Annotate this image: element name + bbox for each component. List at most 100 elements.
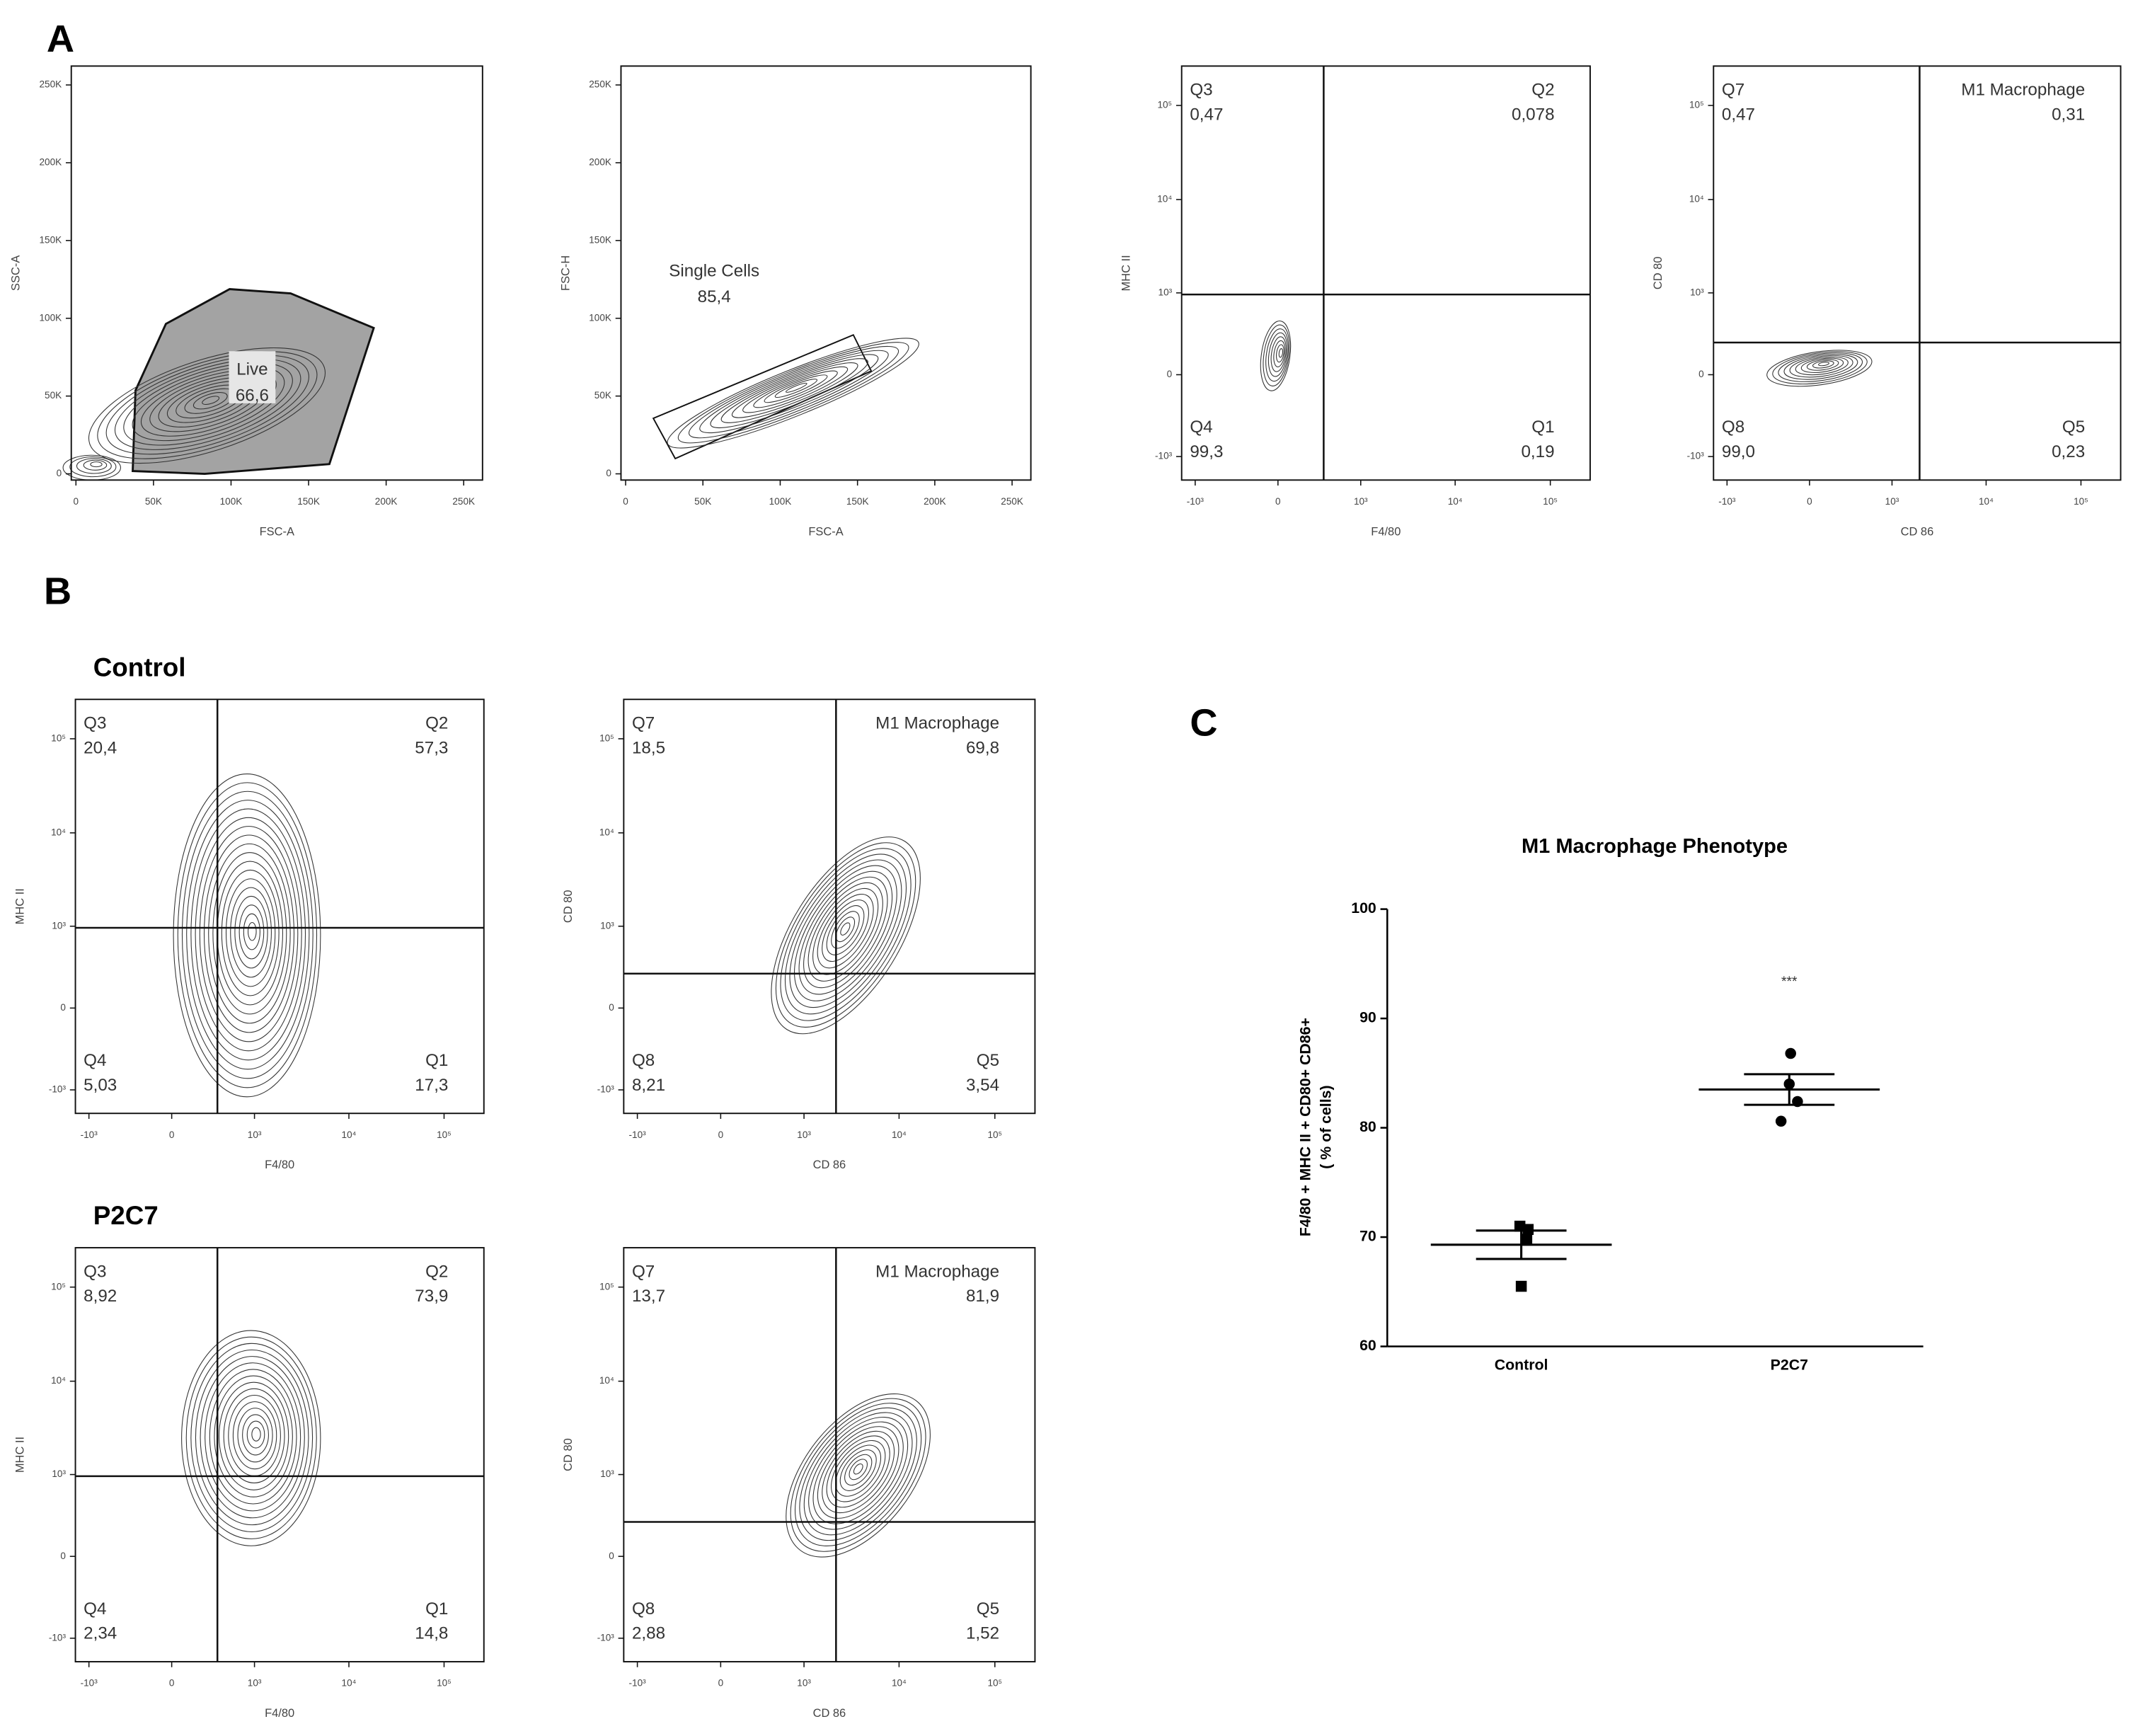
contour bbox=[69, 456, 117, 478]
quadrant-percent: 13,7 bbox=[632, 1287, 665, 1306]
quadrant-name: M1 Macrophage bbox=[1961, 81, 2085, 100]
x-tick-label: P2C7 bbox=[1771, 1356, 1808, 1373]
quadrant-percent: 2,34 bbox=[84, 1624, 117, 1643]
contour bbox=[753, 370, 838, 408]
x-tick-label: 0 bbox=[74, 496, 79, 507]
y-axis-label: CD 80 bbox=[1652, 257, 1665, 290]
contour bbox=[784, 853, 907, 1015]
panel-label: A bbox=[47, 18, 74, 60]
x-tick-label: -10³ bbox=[1187, 496, 1205, 507]
quadrant-percent: 81,9 bbox=[966, 1287, 999, 1306]
contour bbox=[1789, 355, 1853, 378]
group-label: P2C7 bbox=[93, 1201, 159, 1230]
x-tick-label: -10³ bbox=[1718, 496, 1736, 507]
contour bbox=[775, 842, 916, 1028]
contour bbox=[835, 1444, 882, 1497]
quadrant-name: Q3 bbox=[1190, 81, 1212, 100]
quadrant-percent: 17,3 bbox=[415, 1076, 448, 1095]
contour bbox=[803, 1412, 913, 1536]
contour bbox=[786, 1393, 931, 1558]
x-tick-label: 0 bbox=[1275, 496, 1281, 507]
quadrant-name: Q5 bbox=[2062, 418, 2085, 437]
y-tick-label: 10⁵ bbox=[1689, 100, 1704, 110]
quadrant-name: Q3 bbox=[84, 1262, 106, 1281]
contour bbox=[83, 459, 108, 471]
quadrant-name: Q2 bbox=[425, 1262, 448, 1281]
contour bbox=[214, 1375, 293, 1498]
x-tick-label: 10³ bbox=[1885, 496, 1899, 507]
x-tick-label: 10⁴ bbox=[1979, 496, 1994, 507]
contour bbox=[667, 338, 919, 449]
point bbox=[1783, 1079, 1795, 1090]
contour bbox=[234, 895, 268, 969]
contour bbox=[1800, 357, 1844, 373]
y-tick-label: 200K bbox=[589, 157, 611, 168]
y-tick-label: 0 bbox=[60, 1002, 66, 1013]
contour bbox=[844, 1454, 873, 1486]
contour bbox=[173, 774, 321, 1098]
contour bbox=[190, 808, 306, 1061]
significance: *** bbox=[1781, 974, 1798, 989]
contour bbox=[840, 922, 851, 936]
x-tick-label: 10⁵ bbox=[437, 1678, 452, 1689]
contour bbox=[799, 1407, 917, 1541]
contour bbox=[251, 1427, 261, 1442]
y-tick-label: -10³ bbox=[49, 1084, 67, 1095]
contour bbox=[181, 1330, 321, 1546]
plot-frame bbox=[74, 1247, 485, 1663]
x-tick-label: 200K bbox=[375, 496, 398, 507]
quadrant-percent: 0,47 bbox=[1190, 105, 1223, 124]
y-axis-label: MHC II bbox=[1120, 255, 1133, 291]
x-tick-label: 10⁴ bbox=[1448, 496, 1463, 507]
quadrant-percent: 3,54 bbox=[966, 1076, 999, 1095]
y-tick-label: -10³ bbox=[597, 1632, 615, 1643]
y-tick-label: 10³ bbox=[1159, 287, 1173, 297]
y-tick-label: 100K bbox=[589, 312, 611, 323]
contour bbox=[794, 865, 897, 1001]
y-tick-label: 0 bbox=[606, 468, 611, 478]
point bbox=[1521, 1234, 1533, 1245]
y-tick-label: 0 bbox=[609, 1002, 614, 1013]
contour bbox=[677, 342, 909, 444]
y-tick-label: 80 bbox=[1359, 1118, 1376, 1135]
x-tick-label: -10³ bbox=[81, 1678, 98, 1689]
x-tick-label: 0 bbox=[718, 1129, 724, 1140]
contour bbox=[237, 1408, 273, 1463]
quadrant-percent: 8,92 bbox=[84, 1287, 117, 1306]
contour bbox=[238, 904, 265, 960]
y-tick-label: 10⁴ bbox=[599, 1375, 614, 1386]
plot-frame bbox=[1180, 65, 1591, 481]
plot-frame bbox=[623, 699, 1036, 1115]
contour bbox=[88, 347, 326, 464]
y-tick-label: 10⁵ bbox=[51, 732, 66, 743]
contour bbox=[826, 905, 865, 955]
y-tick-label: -10³ bbox=[1687, 451, 1705, 461]
group-label: Control bbox=[93, 653, 186, 682]
x-tick-label: 10⁵ bbox=[437, 1129, 452, 1140]
x-tick-label: 10⁵ bbox=[1543, 496, 1558, 507]
contour bbox=[831, 911, 860, 949]
plot-frame bbox=[70, 65, 483, 481]
contour bbox=[699, 350, 889, 434]
quadrant-name: Q2 bbox=[1531, 81, 1554, 100]
contour bbox=[202, 396, 220, 406]
y-tick-label: -10³ bbox=[49, 1632, 67, 1643]
y-tick-label: 10³ bbox=[600, 1468, 614, 1479]
contour bbox=[1273, 340, 1286, 367]
contour bbox=[789, 859, 902, 1008]
x-tick-label: 10³ bbox=[797, 1678, 811, 1689]
contour bbox=[232, 1401, 277, 1470]
x-tick-label: 10⁴ bbox=[892, 1129, 907, 1140]
contour bbox=[839, 1449, 877, 1491]
y-tick-label: 10⁴ bbox=[1157, 194, 1172, 205]
x-tick-label: 10³ bbox=[248, 1129, 262, 1140]
quadrant-percent: 8,21 bbox=[632, 1076, 665, 1095]
y-axis-label: MHC II bbox=[13, 888, 26, 924]
contour bbox=[826, 1435, 890, 1508]
contour bbox=[203, 834, 295, 1033]
contour bbox=[230, 887, 272, 978]
contour bbox=[822, 899, 869, 962]
y-tick-label: -10³ bbox=[1155, 451, 1173, 461]
contour bbox=[209, 1369, 297, 1505]
panel-label: B bbox=[44, 570, 71, 612]
